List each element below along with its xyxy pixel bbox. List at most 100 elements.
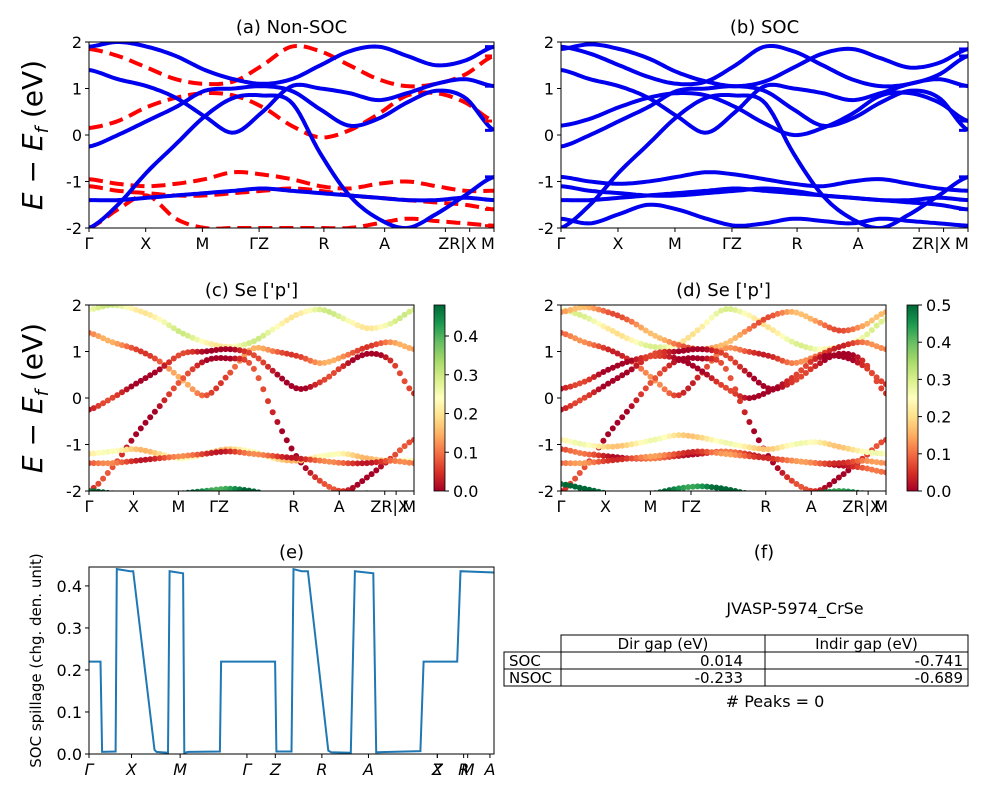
band-line (561, 90, 968, 138)
projected-point (312, 474, 319, 481)
projected-point (100, 400, 107, 407)
projected-point (95, 305, 102, 311)
projected-point (279, 320, 286, 327)
projected-point (619, 442, 626, 449)
projected-point (137, 308, 144, 315)
projected-point (873, 314, 880, 321)
projected-point (737, 489, 743, 491)
projected-point (161, 362, 168, 369)
projected-point (316, 360, 323, 367)
projected-point (217, 448, 224, 455)
projected-point (788, 457, 795, 464)
projected-point (288, 383, 295, 389)
projected-point (699, 346, 706, 353)
projected-point (722, 306, 729, 313)
projected-point (633, 362, 640, 369)
projected-point (170, 385, 177, 392)
projected-point (864, 458, 871, 464)
projected-point (572, 448, 579, 455)
projected-point (378, 352, 384, 359)
projected-point (680, 450, 687, 456)
projected-point (737, 442, 743, 449)
projected-point (656, 452, 663, 459)
projected-point (396, 370, 403, 377)
projected-point (147, 493, 153, 499)
y-tick-label: 0.0 (57, 745, 82, 764)
projected-point (751, 315, 758, 322)
projected-point (100, 460, 107, 467)
projected-point (666, 390, 673, 397)
projected-point (199, 392, 205, 399)
projected-point (671, 359, 677, 366)
projected-point (581, 464, 588, 471)
y-tick-label: 1 (544, 80, 554, 99)
projected-point (661, 386, 668, 393)
projected-point (114, 392, 121, 399)
projected-point (727, 338, 734, 344)
projected-point (265, 363, 271, 370)
projected-point (340, 353, 347, 360)
projected-point (246, 487, 253, 491)
x-tick-label: A (853, 234, 864, 253)
projected-point (302, 308, 309, 315)
projected-point (335, 487, 342, 491)
projected-point (704, 346, 710, 353)
projected-point (359, 345, 366, 352)
projected-point (760, 391, 767, 397)
x-tick-label: ZR|X (912, 234, 950, 253)
projected-point (784, 359, 791, 366)
projected-point (95, 460, 102, 467)
projected-point (661, 434, 668, 441)
projected-point (255, 451, 262, 458)
projected-point (831, 478, 838, 485)
projected-point (741, 409, 748, 416)
projected-point (142, 375, 149, 382)
projected-point (642, 327, 649, 334)
projected-point (354, 453, 361, 460)
projected-point (661, 488, 668, 491)
projected-point (680, 389, 687, 396)
projected-point (567, 438, 574, 445)
projected-point (288, 454, 295, 461)
projected-point (802, 486, 809, 491)
projected-point (817, 360, 824, 367)
projected-point (156, 316, 163, 323)
projected-point (279, 349, 286, 356)
projected-point (184, 452, 191, 459)
projected-point (713, 449, 720, 456)
projected-point (312, 381, 319, 388)
projected-point (656, 381, 663, 388)
projected-point (671, 392, 677, 399)
projected-point (104, 397, 111, 404)
projected-point (727, 355, 734, 362)
projected-point (680, 343, 687, 350)
projected-point (638, 324, 645, 331)
projected-point (104, 470, 111, 476)
projected-point (732, 441, 739, 448)
projected-point (793, 441, 800, 447)
colorbar-tick-label: 0.3 (926, 370, 951, 389)
projected-point (675, 485, 682, 491)
projected-point (722, 451, 729, 457)
projected-point (567, 482, 574, 489)
projected-point (845, 445, 852, 452)
projected-point (784, 381, 791, 388)
projected-point (755, 445, 762, 452)
projected-point (666, 338, 673, 345)
projected-point (807, 487, 814, 491)
x-tick-label: A (806, 497, 817, 516)
projected-point (147, 456, 154, 463)
projected-point (114, 447, 121, 454)
projected-point (826, 441, 833, 448)
projected-point (713, 310, 720, 317)
projected-point (591, 459, 597, 466)
projected-point (751, 491, 757, 497)
projected-point (326, 493, 332, 499)
projected-point (737, 452, 743, 459)
projected-point (109, 339, 116, 346)
projected-point (821, 357, 828, 364)
projected-point (227, 369, 234, 376)
projected-point (586, 315, 593, 322)
colorbar-tick-label: 0.4 (926, 333, 951, 352)
projected-point (288, 314, 295, 321)
